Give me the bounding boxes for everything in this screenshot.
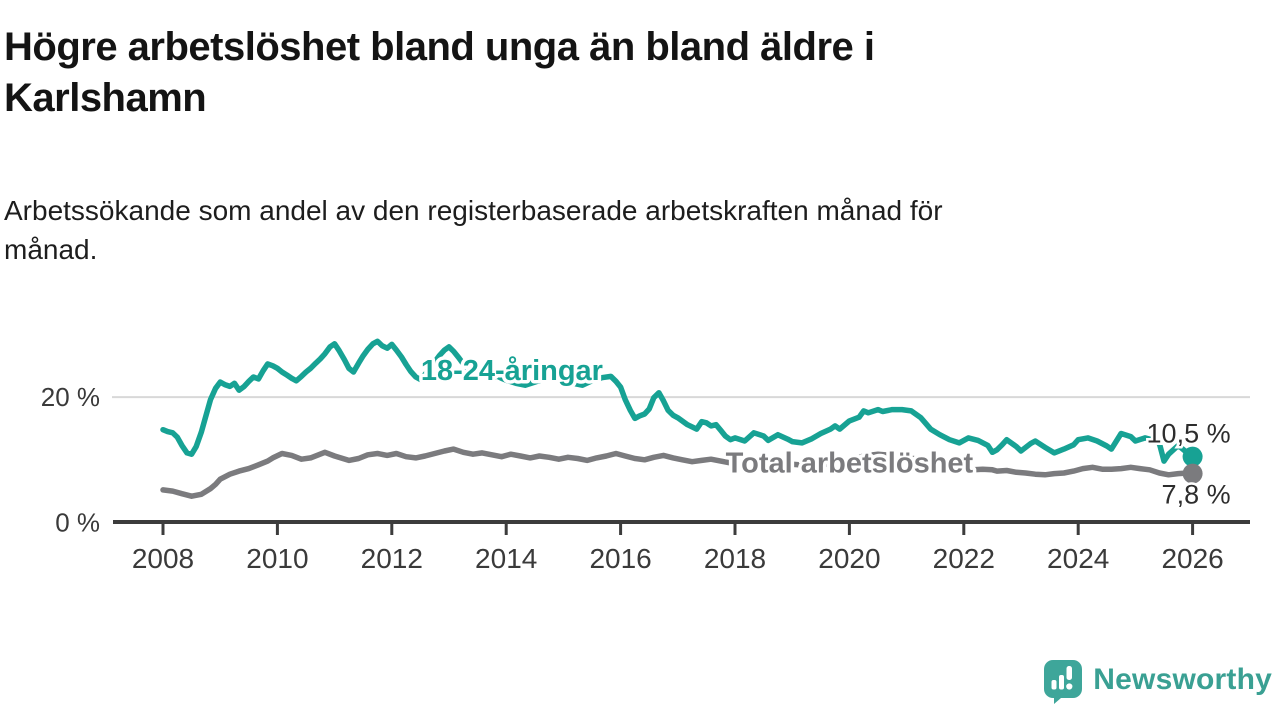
y-tick-label-20: 20 % xyxy=(41,382,100,412)
end-value-label-total: 7,8 % xyxy=(1162,480,1231,510)
x-tick-label-2014: 2014 xyxy=(475,543,537,574)
x-tick-label-2018: 2018 xyxy=(704,543,766,574)
page-title-line-1: Högre arbetslöshet bland unga än bland ä… xyxy=(4,25,875,69)
page-title-line-2: Karlshamn xyxy=(4,75,207,120)
end-dot-total xyxy=(1182,463,1203,484)
chart-subtitle: Arbetssökande som andel av den registerb… xyxy=(4,192,943,269)
chart-subtitle-line-1: Arbetssökande som andel av den registerb… xyxy=(4,195,943,226)
y-tick-label-0: 0 % xyxy=(55,508,100,538)
x-tick-label-2012: 2012 xyxy=(361,543,423,574)
bar-medium xyxy=(1059,675,1065,690)
bar-small xyxy=(1051,680,1057,690)
x-tick-label-2020: 2020 xyxy=(818,543,880,574)
newsworthy-logo: Newsworthy xyxy=(1043,656,1272,704)
chart-subtitle-line-2: månad. xyxy=(4,233,98,265)
page-title: Högre arbetslöshet bland unga än bland ä… xyxy=(4,22,875,124)
series-line-youth xyxy=(160,338,1196,464)
series-line-total xyxy=(160,446,1196,499)
x-tick-label-2026: 2026 xyxy=(1161,543,1223,574)
end-value-label-youth: 10,5 % xyxy=(1147,419,1231,449)
speech-bubble-bar-chart-icon xyxy=(1044,660,1083,704)
x-tick-label-2010: 2010 xyxy=(246,543,308,574)
x-tick-label-2008: 2008 xyxy=(132,543,194,574)
x-tick-label-2022: 2022 xyxy=(933,543,995,574)
end-dot-youth xyxy=(1182,446,1203,467)
exclamation-dot xyxy=(1066,683,1073,690)
series-label-total: Total arbetslöshet xyxy=(726,447,974,479)
x-tick-label-2016: 2016 xyxy=(589,543,651,574)
exclamation-bar xyxy=(1066,666,1073,680)
newsworthy-logo-text: Newsworthy xyxy=(1093,663,1272,696)
x-tick-label-2024: 2024 xyxy=(1047,543,1109,574)
series-label-youth: 18-24-åringar xyxy=(421,355,603,387)
